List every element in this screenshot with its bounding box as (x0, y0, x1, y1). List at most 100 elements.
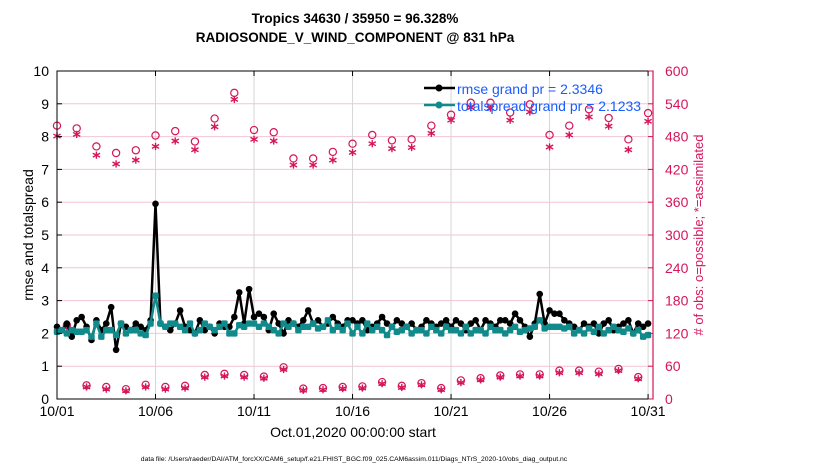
spread-point (117, 320, 125, 327)
obs-possible-marker (427, 121, 436, 130)
obs-assimilated-marker (269, 137, 278, 145)
rmse-point (378, 313, 386, 321)
obs-assimilated-marker (338, 385, 347, 393)
spread-point (211, 326, 218, 334)
asterisk-stroke (131, 157, 140, 163)
spread-point (536, 317, 543, 324)
obs-assimilated-marker (240, 373, 249, 381)
spread-point (497, 326, 504, 334)
spread-point (408, 330, 415, 337)
spread-point (378, 326, 386, 334)
spread-point (457, 330, 465, 337)
spread-point (561, 325, 568, 332)
chart-title-line2: RADIOSONDE_V_WIND_COMPONENT @ 831 hPa (196, 30, 515, 45)
obs-possible-marker (92, 142, 101, 151)
spread-point (551, 323, 558, 331)
asterisk-stroke (565, 132, 574, 138)
obs-assimilated-marker (585, 113, 593, 121)
asterisk-stroke (328, 157, 337, 163)
asterisk-stroke (240, 374, 249, 380)
rmse-point (551, 310, 558, 318)
obs-assimilated-marker (151, 142, 160, 151)
spread-point (314, 325, 322, 332)
obs-assimilated-marker (181, 384, 190, 392)
obs-assimilated-marker (634, 375, 643, 383)
spread-point (418, 326, 425, 334)
obs-possible-marker (308, 154, 318, 163)
right-tick-label: 420 (665, 161, 689, 177)
spread-point (349, 330, 356, 337)
asterisk-stroke (368, 141, 377, 147)
x-tick-label: 10/31 (631, 403, 666, 419)
legend-marker-spread (435, 101, 443, 109)
spread-point (172, 320, 179, 327)
obs-assimilated-marker (397, 383, 406, 392)
rmse-point (112, 346, 120, 354)
legend-label-rmse: rmse grand pr = 2.3346 (457, 81, 603, 97)
spread-point (88, 333, 95, 340)
spread-point (388, 323, 396, 331)
series-lines (53, 200, 652, 354)
spread-point (472, 326, 479, 334)
spread-point (364, 320, 371, 327)
legend-marker-rmse (435, 84, 443, 92)
obs-assimilated-marker (279, 365, 288, 374)
obs-possible-marker (348, 139, 357, 148)
obs-assimilated-marker (575, 369, 584, 377)
obs-assimilated-marker (141, 383, 150, 391)
asterisk-stroke (535, 373, 544, 379)
asterisk-stroke (269, 138, 278, 144)
rmse-point (620, 320, 627, 327)
asterisk-stroke (200, 374, 209, 380)
spread-point (201, 320, 208, 327)
rmse-point (63, 320, 71, 327)
spread-point (58, 326, 66, 334)
asterisk-stroke (151, 143, 160, 150)
right-tick-label: 540 (665, 96, 689, 112)
obs-assimilated-marker (555, 369, 564, 377)
obs-possible-marker (190, 137, 200, 146)
rmse-point (68, 333, 76, 340)
obs-assimilated-marker (604, 122, 613, 130)
rmse-point (457, 320, 465, 327)
rmse-point (639, 323, 647, 331)
rmse-point (511, 310, 519, 318)
obs-assimilated-marker (299, 386, 308, 394)
rmse-point (497, 316, 504, 324)
spread-point (93, 320, 100, 327)
rmse-point (408, 320, 415, 327)
spread-point (556, 323, 563, 331)
spread-point (521, 326, 529, 334)
asterisk-stroke (407, 144, 416, 151)
spread-point (162, 323, 169, 331)
obs-assimilated-marker (535, 372, 544, 380)
obs-assimilated-marker (348, 148, 357, 157)
rmse-point (235, 289, 243, 296)
obs-assimilated-marker (496, 373, 505, 381)
obs-assimilated-marker (210, 123, 219, 131)
x-tick-label: 10/01 (39, 403, 74, 419)
obs-assimilated-marker (486, 104, 495, 112)
axis-ticks: 0 60 120 180 240 300 360 420 480 540 600 0 1 2 3 4 5 6 7 8 9… (33, 63, 688, 419)
spread-point (329, 326, 337, 334)
rmse-point (625, 316, 632, 324)
spread-point (575, 326, 583, 334)
rmse-point (393, 316, 401, 324)
spread-point (467, 330, 474, 337)
spread-point (477, 326, 484, 334)
rmse-point (442, 316, 450, 324)
left-tick-label: 7 (41, 161, 49, 177)
spread-point (516, 328, 524, 335)
spread-point (295, 326, 302, 334)
spread-point (78, 328, 85, 335)
right-tick-label: 360 (665, 194, 689, 210)
spread-point (300, 323, 307, 331)
obs-assimilated-marker (417, 381, 426, 389)
obs-possible-marker (210, 114, 219, 123)
x-tick-label: 10/26 (532, 403, 567, 419)
asterisk-stroke (525, 109, 534, 115)
spread-point (285, 323, 292, 331)
spread-point (393, 328, 401, 335)
asterisk-stroke (319, 387, 327, 393)
legend-label-spread: totalspread grand pr = 2.1233 (457, 98, 641, 114)
